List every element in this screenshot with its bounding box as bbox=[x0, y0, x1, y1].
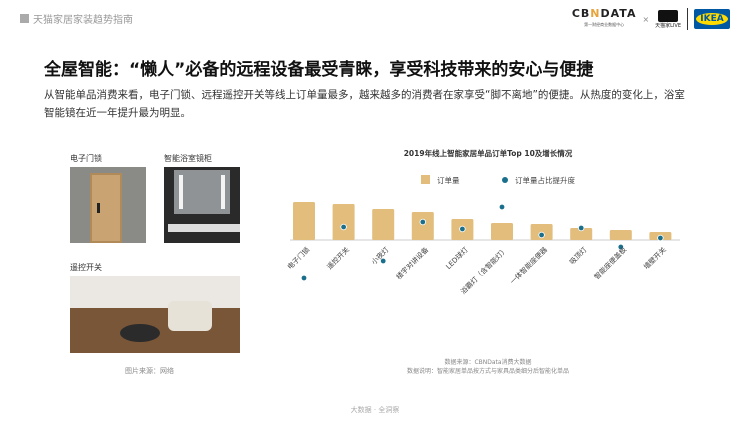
category-label: 墙壁开关 bbox=[642, 245, 668, 271]
ikea-logo: IKEA bbox=[694, 9, 730, 29]
growth-dot bbox=[340, 223, 347, 231]
growth-dot bbox=[538, 231, 545, 239]
legend-dot-label: 订单量占比提升度 bbox=[515, 175, 575, 185]
order-chart: 2019年线上智能家居单品订单Top 10及增长情况 订单量 订单量占比提升度 … bbox=[285, 148, 680, 375]
category-label: 智能座便盖板 bbox=[592, 245, 628, 281]
category-label: 小夜灯 bbox=[369, 245, 390, 266]
cbndata-logo: CBNDATA 第一财经商业数据中心 bbox=[571, 7, 637, 27]
bar bbox=[609, 230, 632, 240]
category-label: 吸顶灯 bbox=[567, 245, 588, 266]
category-label: 一体智能座便器 bbox=[508, 245, 549, 286]
category-label: 电子门锁 bbox=[285, 245, 311, 271]
header-square-icon bbox=[20, 14, 29, 23]
growth-dot bbox=[657, 234, 664, 242]
divider bbox=[687, 8, 688, 30]
page-title: 全屋智能：“懒人”必备的远程设备最受青睐，享受科技带来的安心与便捷 bbox=[44, 60, 594, 80]
growth-dot bbox=[498, 203, 506, 211]
chart-source: 数据来源：CBNData消费大数据 bbox=[444, 358, 531, 366]
bar bbox=[570, 228, 593, 240]
growth-dot bbox=[459, 225, 466, 233]
chart-note: 数据说明：智能家居单品按方式与家具品类细分后智能化单品 bbox=[407, 367, 569, 375]
tmall-live-logo: 天猫家LIVE bbox=[655, 9, 681, 29]
bar bbox=[293, 202, 315, 240]
remote-switch-photo bbox=[70, 276, 240, 353]
legend-bar-swatch bbox=[421, 175, 430, 184]
photo-label: 遥控开关 bbox=[70, 263, 102, 272]
footer: 大数据 · 全洞察 bbox=[350, 406, 400, 414]
growth-dot bbox=[617, 243, 624, 251]
bar bbox=[372, 209, 395, 240]
report-title: 天猫家居家装趋势指南 bbox=[33, 15, 133, 26]
door-lock-photo bbox=[70, 167, 146, 243]
photo-label: 电子门锁 bbox=[70, 154, 102, 163]
bar bbox=[332, 204, 355, 240]
growth-dot bbox=[379, 257, 387, 265]
category-label: 遥控开关 bbox=[325, 245, 351, 271]
bar bbox=[411, 212, 434, 240]
report-header: 天猫家居家装趋势指南 bbox=[20, 11, 133, 26]
category-label: LED球灯 bbox=[444, 245, 470, 271]
legend-dot-swatch bbox=[502, 177, 508, 183]
legend-bar-label: 订单量 bbox=[437, 175, 460, 185]
partner-logos: CBNDATA 第一财经商业数据中心 × 天猫家LIVE IKEA bbox=[572, 8, 730, 30]
photo-source: 图片来源：网络 bbox=[125, 367, 174, 375]
bathroom-mirror-photo bbox=[164, 167, 240, 243]
chart-title: 2019年线上智能家居单品订单Top 10及增长情况 bbox=[404, 148, 573, 158]
growth-dot bbox=[578, 224, 585, 232]
growth-dot bbox=[300, 274, 308, 282]
growth-dot bbox=[419, 218, 426, 226]
category-label: 楼宇对讲设备 bbox=[394, 245, 430, 281]
photo-label: 智能浴室镜柜 bbox=[164, 154, 212, 163]
description: 从智能单品消费来看，电子门锁、远程遥控开关等线上订单量最多，越来越多的消费者在家… bbox=[44, 89, 685, 119]
times-icon: × bbox=[642, 14, 650, 24]
bar bbox=[491, 223, 513, 240]
